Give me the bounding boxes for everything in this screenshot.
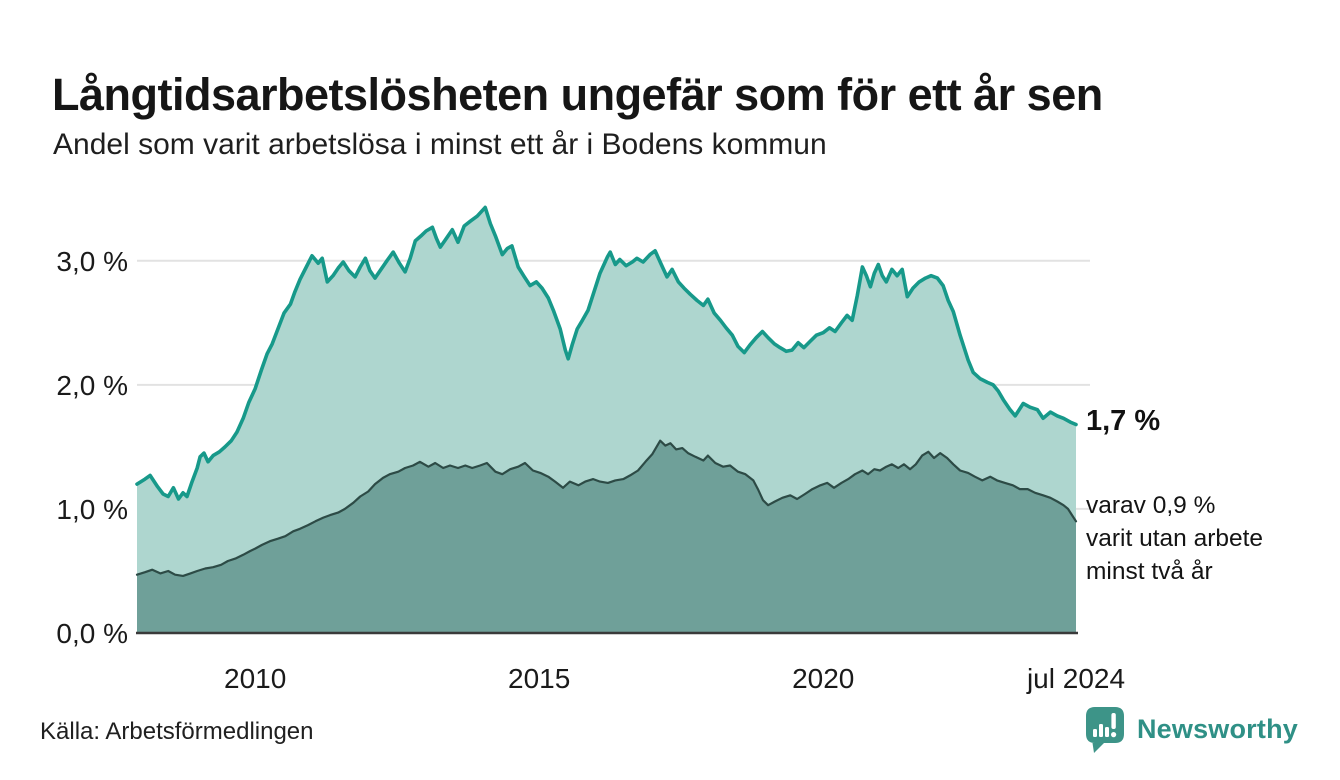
brand-name: Newsworthy: [1136, 713, 1298, 744]
x-tick-label: 2015: [508, 663, 570, 694]
newsworthy-badge-icon: [1085, 707, 1124, 753]
page-title: Långtidsarbetslösheten ungefär som för e…: [52, 69, 1103, 121]
y-tick-label: 1,0 %: [56, 494, 128, 525]
x-tick-label: 2010: [224, 663, 286, 694]
y-tick-label: 2,0 %: [56, 370, 128, 401]
series-line-0: [135, 205, 1078, 501]
brand-logo: Newsworthy: [1082, 704, 1298, 754]
x-tick-label: jul 2024: [1026, 663, 1125, 694]
chart-area: 0,0 % 1,0 % 2,0 % 3,0 % 2010 2015 2020 jul 2024…: [56, 205, 1264, 694]
latest-total-label: 1,7 %: [1086, 405, 1161, 437]
y-tick-label: 0,0 %: [56, 618, 128, 649]
series-line-1: [135, 439, 1078, 577]
x-tick-label: 2020: [792, 663, 854, 694]
stacked-area-chart: 0,0 % 1,0 % 2,0 % 3,0 % 2010 2015 2020 jul 2024: [56, 205, 1125, 694]
page-subtitle: Andel som varit arbetslösa i minst ett å…: [53, 128, 827, 161]
source-label: Källa: Arbetsförmedlingen: [40, 718, 314, 745]
y-tick-label: 3,0 %: [56, 246, 128, 277]
latest-two-years-label: varav 0,9 % varit utan arbete minst två …: [1086, 492, 1264, 585]
